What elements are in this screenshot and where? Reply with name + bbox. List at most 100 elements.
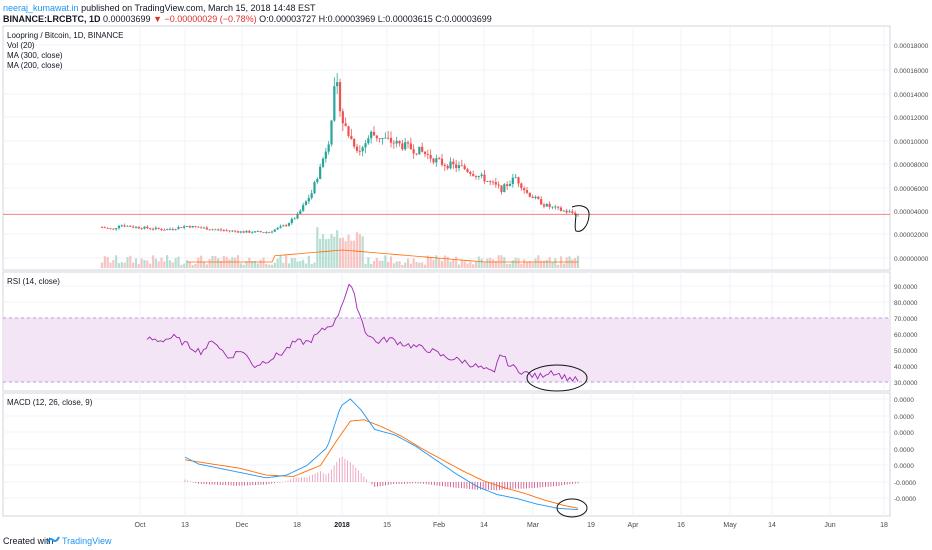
volume-bar (328, 239, 330, 268)
candle-body (152, 229, 154, 230)
macd-histogram-bar (255, 482, 256, 485)
macd-histogram-bar (548, 482, 549, 487)
macd-histogram-bar (480, 482, 481, 490)
volume-bar (209, 259, 211, 268)
tradingview-brand[interactable]: TradingView (62, 536, 112, 546)
volume-bar (364, 264, 366, 268)
x-tick-label: 19 (587, 522, 595, 529)
x-tick-label: 13 (181, 522, 189, 529)
macd-histogram-bar (404, 482, 405, 484)
volume-bar (322, 234, 324, 268)
candle-body (537, 197, 539, 199)
candle-body (169, 229, 171, 230)
chart-canvas[interactable]: Oct 13 Dec 18 2018 15 Feb 14 Mar 19 Apr 16 May 14 Jun 1… (0, 0, 932, 531)
volume-bar (118, 263, 120, 268)
volume-bar (393, 263, 395, 268)
candle-body (362, 147, 364, 151)
macd-histogram-bar (374, 482, 375, 487)
candle-body (373, 132, 375, 136)
candle-body (387, 138, 389, 139)
candle-body (495, 182, 497, 184)
candle-body (339, 82, 341, 111)
candle-body (121, 225, 123, 226)
volume-bar (430, 258, 432, 268)
candle-body (359, 151, 361, 152)
candle-body (104, 227, 106, 228)
macd-histogram-bar (578, 482, 579, 483)
volume-bar (534, 258, 536, 268)
candle-body (466, 169, 468, 172)
candle-body (520, 183, 522, 188)
candle-body (248, 231, 250, 233)
candle-body (500, 186, 502, 193)
volume-bar (129, 256, 131, 268)
volume-bar (107, 257, 109, 268)
candle-body (478, 176, 480, 177)
volume-bar (228, 259, 230, 268)
macd-histogram-bar (331, 470, 332, 482)
volume-bar (472, 264, 474, 268)
volume-bar (503, 257, 505, 268)
candle-body (390, 138, 392, 143)
macd-histogram-bar (510, 482, 511, 489)
volume-bar (464, 261, 466, 268)
candle-body (404, 142, 406, 149)
vol-indicator-label[interactable]: Vol (20) (7, 41, 35, 50)
macd-histogram-bar (204, 482, 205, 484)
macd-histogram-bar (553, 482, 554, 486)
volume-bar (449, 262, 451, 268)
macd-pane-title[interactable]: MACD (12, 26, close, 9) (7, 398, 92, 407)
candle-body (231, 231, 233, 232)
candle-body (379, 138, 381, 139)
candle-body (396, 141, 398, 144)
candle-body (364, 143, 366, 147)
volume-bar (277, 259, 279, 268)
candle-body (563, 211, 565, 212)
candle-body (319, 167, 321, 179)
macd-histogram-bar (266, 482, 267, 484)
ma300-indicator-label[interactable]: MA (300, close) (7, 51, 63, 60)
macd-histogram-bar (358, 470, 359, 482)
candle-body (265, 232, 267, 233)
candle-body (393, 143, 395, 144)
macd-histogram-bar (326, 474, 327, 482)
candle-body (546, 204, 548, 206)
candle-body (288, 223, 290, 226)
candle-body (146, 227, 148, 228)
macd-histogram-bar (572, 482, 573, 484)
candle-body (311, 193, 313, 198)
candle-body (220, 229, 222, 230)
candle-body (209, 230, 211, 231)
candle-body (461, 165, 463, 166)
candle-body (302, 205, 304, 211)
volume-bar (347, 235, 349, 268)
rsi-y-tick-label: 40.0000 (894, 364, 918, 371)
candle-body (223, 230, 225, 231)
macd-histogram-bar (185, 480, 186, 482)
macd-histogram-bar (453, 482, 454, 487)
volume-bar (186, 260, 188, 268)
rsi-pane-title[interactable]: RSI (14, close) (7, 277, 60, 286)
ma200-indicator-label[interactable]: MA (200, close) (7, 61, 63, 70)
volume-bar (231, 257, 233, 268)
volume-bar (160, 258, 162, 268)
price-y-tick-label: 0.00008000 (894, 162, 929, 169)
macd-histogram-bar (515, 482, 516, 489)
macd-histogram-bar (502, 482, 503, 490)
macd-histogram-bar (529, 482, 530, 488)
candle-body (517, 177, 519, 183)
macd-histogram-bar (559, 482, 560, 486)
macd-histogram-bar (336, 462, 337, 482)
macd-histogram-bar (250, 482, 251, 485)
volume-bar (370, 264, 372, 268)
volume-bar (435, 255, 437, 268)
candle-body (228, 230, 230, 231)
macd-histogram-bar (315, 474, 316, 482)
candle-body (328, 144, 330, 151)
candle-body (523, 188, 525, 190)
volume-bar (404, 263, 406, 268)
candle-body (194, 226, 196, 227)
macd-histogram-bar (347, 460, 348, 482)
volume-bar (381, 261, 383, 268)
volume-bar (294, 258, 296, 268)
